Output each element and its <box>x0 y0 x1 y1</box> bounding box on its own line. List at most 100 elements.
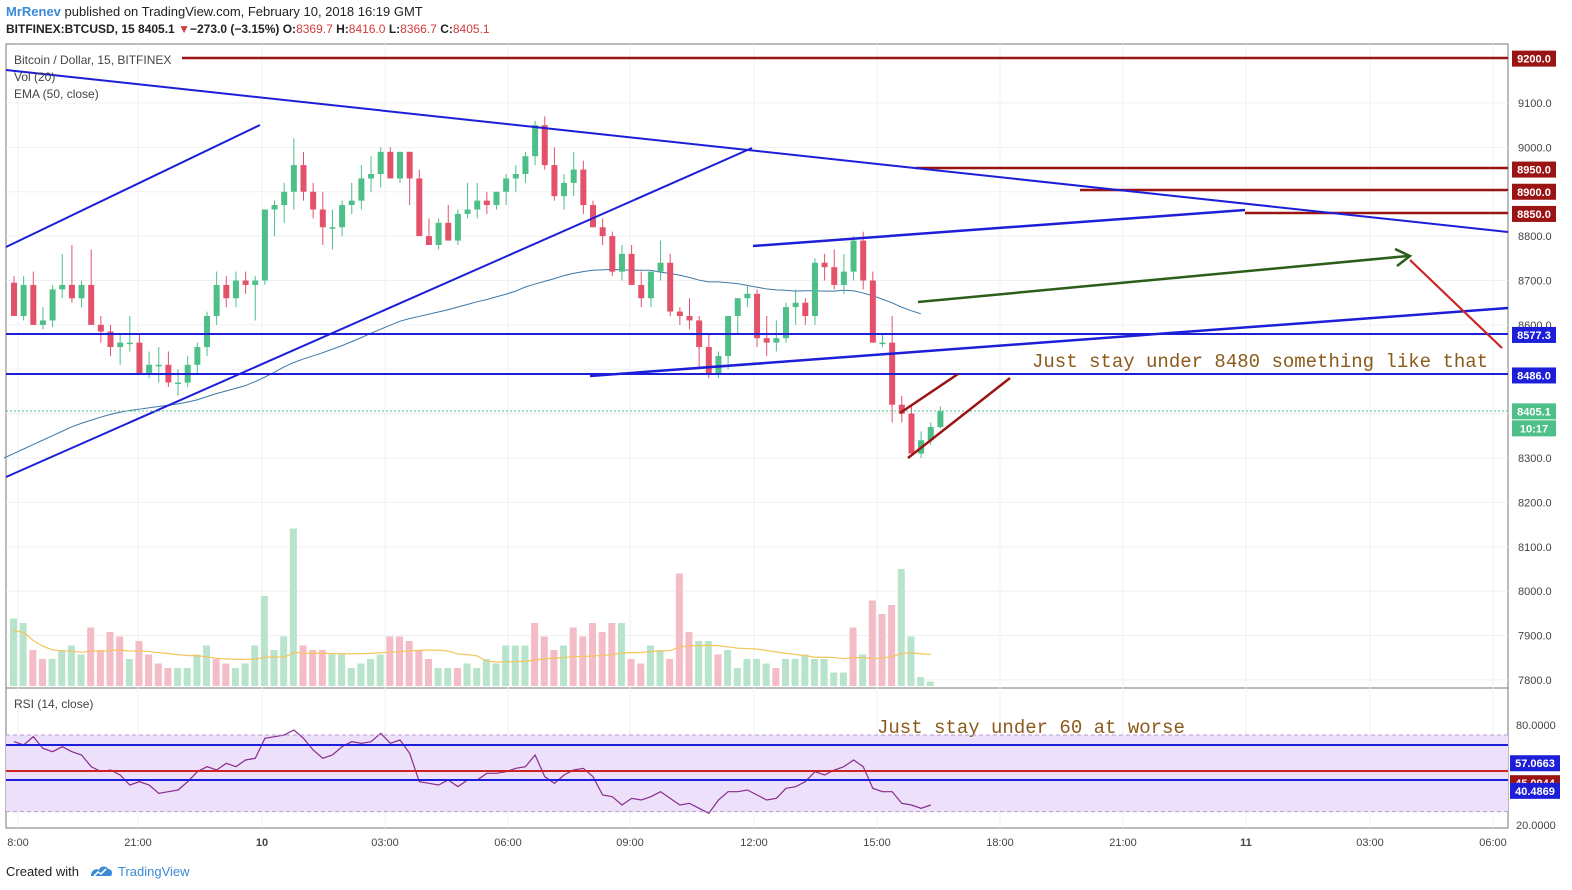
price-tag-label: 8577.3 <box>1517 330 1551 342</box>
volume-bar <box>260 596 268 686</box>
volume-bar <box>386 636 394 686</box>
candle-body <box>840 271 847 285</box>
candle-body <box>88 284 95 325</box>
volume-bar <box>868 600 876 686</box>
candle-body <box>503 178 510 192</box>
candle-body <box>705 347 712 374</box>
candle-body <box>570 169 577 183</box>
volume-bar <box>174 668 182 686</box>
rsi-annotation[interactable]: Just stay under 60 at worse <box>877 717 1185 739</box>
bear-flag-lower[interactable] <box>907 377 1011 459</box>
created-with-label: Created with <box>6 864 79 879</box>
trendline-early-rising[interactable] <box>5 124 261 248</box>
publish-line: MrRenev published on TradingView.com, Fe… <box>6 4 423 19</box>
price-tick-label: 9000.0 <box>1518 142 1552 154</box>
time-axis[interactable]: 8:00 21:00 10 03:00 06:00 09:00 12:00 15:00 18:0… <box>7 837 1506 849</box>
price-tag-label: 8486.0 <box>1517 370 1551 382</box>
rsi-axis[interactable]: 80.0000 20.0000 <box>6 720 1556 832</box>
volume-bar <box>87 627 95 686</box>
volume-bar <box>637 663 645 686</box>
candle-body <box>377 151 384 174</box>
volume-bar <box>888 605 896 686</box>
price-change: −273.0 (−3.15%) <box>189 22 280 36</box>
trendline-main-rising[interactable] <box>5 147 753 478</box>
drawings[interactable] <box>5 56 1509 781</box>
volume-bar <box>820 659 828 686</box>
price-axis[interactable]: 9100.09000.08800.08700.08600.08300.08200… <box>1518 98 1552 687</box>
time-tick-label: 10 <box>256 837 268 849</box>
candle-body <box>676 311 683 316</box>
volume-bar <box>743 659 751 686</box>
symbol-label: BITFINEX:BTCUSD, 15 <box>6 22 135 36</box>
candle-body <box>879 342 886 345</box>
volume-bar <box>463 663 471 686</box>
candle-body <box>811 262 818 316</box>
volume-bar <box>897 569 905 686</box>
volume-bar <box>907 636 915 686</box>
time-tick-label: 8:00 <box>7 837 28 849</box>
volume-bar <box>231 668 239 686</box>
volume-bar <box>550 650 558 686</box>
volume-bar <box>579 636 587 686</box>
candle-body <box>310 191 317 210</box>
volume-bar <box>830 672 838 686</box>
volume-bar <box>849 627 857 686</box>
green-projection-arrow[interactable] <box>917 254 1409 304</box>
candle-body <box>194 347 201 365</box>
volume-bar <box>859 654 867 686</box>
candle-body <box>242 280 249 285</box>
trendline-channel-top[interactable] <box>752 208 1246 248</box>
candle-body <box>329 227 336 229</box>
volume-bar <box>666 659 674 686</box>
down-arrow-icon: ▼ <box>178 22 190 36</box>
volume-bar <box>434 668 442 686</box>
tradingview-link[interactable]: TradingView <box>118 864 190 879</box>
volume-bar <box>212 659 220 686</box>
candle-body <box>175 382 182 385</box>
price-annotation[interactable]: Just stay under 8480 something like that <box>1032 351 1488 373</box>
candle-body <box>483 200 490 206</box>
volume-bar <box>424 659 432 686</box>
volume-bar <box>405 641 413 686</box>
price-tag-label: 10:17 <box>1520 423 1548 435</box>
candle-body <box>204 316 210 348</box>
price-tag-label: 8405.1 <box>1517 406 1551 418</box>
candle-body <box>580 169 587 206</box>
volume-bar <box>782 659 789 686</box>
price-tick-label: 8000.0 <box>1518 586 1552 598</box>
ema-legend: EMA (50, close) <box>14 87 99 101</box>
volume-bar <box>810 659 818 686</box>
candle-body <box>908 413 915 454</box>
candle-body <box>78 284 85 299</box>
candle-body <box>647 271 654 299</box>
volume-bar <box>289 528 297 686</box>
volume-bar <box>598 632 606 686</box>
candle-body <box>657 262 664 272</box>
candle-body <box>512 174 519 179</box>
candle-body <box>783 307 789 339</box>
author-link[interactable]: MrRenev <box>6 4 61 19</box>
price-tag <box>1512 326 1556 343</box>
volume-bar <box>878 614 886 686</box>
volume-bar <box>367 659 375 686</box>
red-projection-arrow[interactable] <box>1409 259 1503 349</box>
volume-bar <box>135 641 143 686</box>
last-price: 8405.1 <box>138 22 175 36</box>
time-tick-label: 21:00 <box>1109 837 1137 849</box>
tradingview-logo-icon <box>91 866 112 877</box>
low-label: L: <box>388 22 401 36</box>
publish-info: published on TradingView.com, February 1… <box>64 4 423 19</box>
volume-bar <box>511 645 519 686</box>
trendline-channel-bottom[interactable] <box>589 306 1509 378</box>
candle-body <box>725 316 732 356</box>
candle-body <box>281 191 288 206</box>
volume-bar <box>154 663 162 686</box>
volume-bar <box>714 654 722 686</box>
trendline-upper-descending[interactable] <box>5 69 1509 233</box>
time-tick-label: 03:00 <box>1356 837 1384 849</box>
bear-flag-upper[interactable] <box>899 372 959 415</box>
close-value: 8405.1 <box>452 22 490 36</box>
low-value: 8366.7 <box>400 22 437 36</box>
candle-body <box>802 302 809 316</box>
